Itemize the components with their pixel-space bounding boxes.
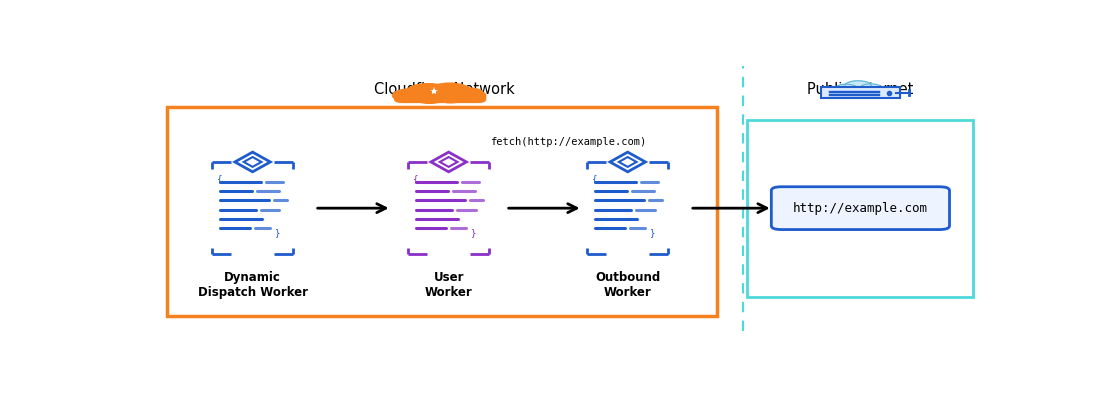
FancyBboxPatch shape bbox=[821, 87, 900, 98]
Circle shape bbox=[452, 88, 484, 99]
Text: fetch(http://example.com): fetch(http://example.com) bbox=[490, 137, 646, 147]
Text: Cloudflare Network: Cloudflare Network bbox=[374, 82, 515, 97]
Text: {: { bbox=[217, 174, 222, 183]
Text: Dynamic
Dispatch Worker: Dynamic Dispatch Worker bbox=[198, 271, 308, 299]
Circle shape bbox=[393, 89, 430, 102]
Circle shape bbox=[844, 86, 860, 93]
Text: {: { bbox=[414, 174, 419, 183]
Text: Outbound
Worker: Outbound Worker bbox=[595, 271, 660, 299]
Circle shape bbox=[845, 81, 871, 90]
Text: User
Worker: User Worker bbox=[425, 271, 473, 299]
Circle shape bbox=[430, 83, 470, 98]
Circle shape bbox=[406, 84, 451, 100]
FancyBboxPatch shape bbox=[771, 187, 949, 230]
Text: }: } bbox=[274, 228, 279, 237]
Text: http://example.com: http://example.com bbox=[793, 202, 928, 215]
Text: }: } bbox=[649, 228, 654, 237]
Circle shape bbox=[860, 84, 881, 91]
Text: }: } bbox=[471, 228, 476, 237]
FancyBboxPatch shape bbox=[395, 92, 486, 102]
Circle shape bbox=[415, 93, 444, 103]
Circle shape bbox=[857, 86, 873, 93]
Text: Public Internet: Public Internet bbox=[807, 82, 914, 97]
Circle shape bbox=[836, 84, 857, 92]
Text: {: { bbox=[592, 174, 597, 183]
Circle shape bbox=[436, 92, 465, 103]
